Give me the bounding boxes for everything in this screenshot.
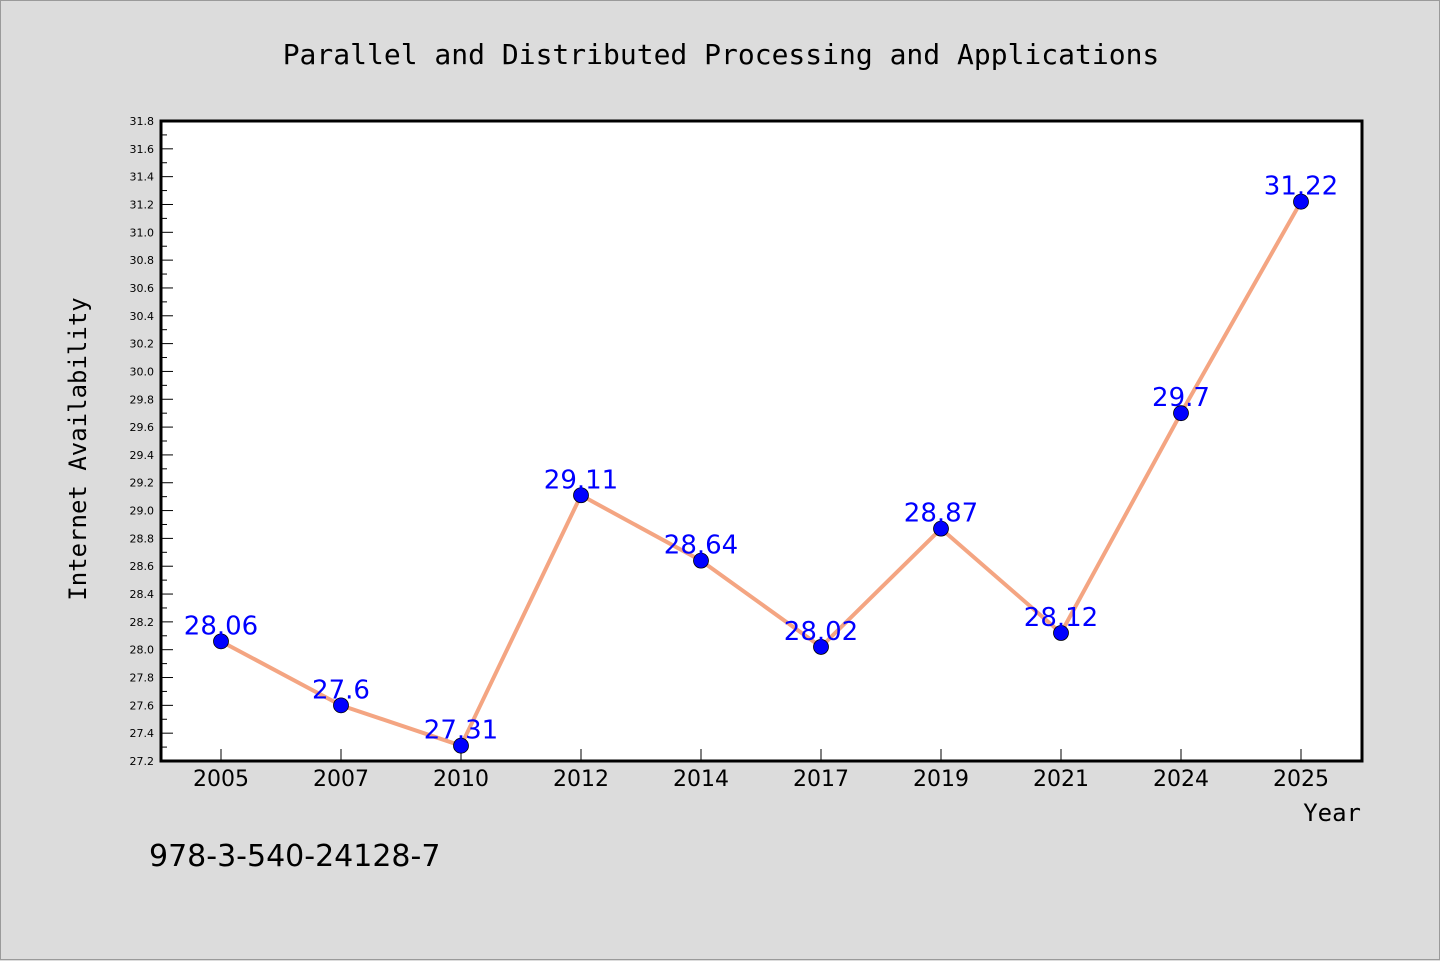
- y-axis-label: Internet Availability: [64, 297, 92, 600]
- x-axis: 2005 2007 2010 2012 2014 2017 2019 2021 2024 2025: [193, 749, 1329, 792]
- y-tick-label: 27.8: [130, 672, 155, 685]
- y-tick-label: 28.8: [130, 532, 155, 545]
- data-label: 29.7: [1152, 383, 1210, 413]
- y-tick-label: 31.0: [130, 226, 155, 239]
- data-label: 29.11: [544, 465, 618, 495]
- x-tick-label: 2019: [913, 767, 969, 792]
- y-tick-label: 28.0: [130, 644, 155, 657]
- x-tick-label: 2024: [1153, 767, 1209, 792]
- y-tick-label: 27.6: [130, 699, 155, 712]
- y-tick-label: 27.2: [130, 755, 155, 768]
- y-tick-label: 29.2: [130, 477, 155, 490]
- chart-title: Parallel and Distributed Processing and …: [283, 38, 1160, 71]
- data-label: 27.6: [312, 675, 370, 705]
- data-label-group: 28.06 27.6 27.31 29.11 28.64 28.02 28.87 28.12 2…: [184, 172, 1338, 746]
- data-point: [573, 487, 589, 504]
- y-tick-label: 30.4: [130, 310, 155, 323]
- data-label: 28.12: [1024, 603, 1098, 633]
- plot-area: [159, 119, 1364, 763]
- y-tick-label: 31.6: [130, 143, 155, 156]
- x-tick-label: 2017: [793, 767, 849, 792]
- y-tick-label: 30.0: [130, 365, 155, 378]
- y-tick-label: 29.0: [130, 505, 155, 518]
- data-label: 28.06: [184, 611, 258, 641]
- data-label: 28.87: [904, 499, 978, 529]
- x-tick-label: 2021: [1033, 767, 1089, 792]
- y-tick-label: 30.8: [130, 254, 155, 267]
- series-line: [220, 200, 1303, 748]
- data-label: 28.64: [664, 531, 738, 561]
- y-tick-label: 27.4: [130, 727, 155, 740]
- x-tick-label: 2012: [553, 767, 609, 792]
- y-tick-label: 29.4: [130, 449, 155, 462]
- data-point: [1053, 625, 1069, 641]
- x-tick-label: 2010: [433, 767, 489, 792]
- y-tick-label: 31.4: [130, 171, 155, 184]
- data-label: 31.22: [1264, 172, 1338, 202]
- data-label: 28.02: [784, 617, 858, 647]
- data-point: [813, 639, 829, 655]
- data-point: [453, 737, 469, 754]
- y-tick-label: 31.8: [130, 115, 155, 128]
- y-tick-label: 28.2: [130, 616, 155, 629]
- y-tick-label: 28.6: [130, 560, 155, 573]
- data-point: [333, 697, 349, 714]
- data-point: [1293, 193, 1309, 210]
- x-tick-label: 2007: [313, 767, 369, 792]
- x-axis-label: Year: [1303, 799, 1361, 827]
- data-point: [213, 633, 229, 650]
- data-point: [933, 520, 949, 537]
- x-tick-label: 2014: [673, 767, 729, 792]
- x-tick-label: 2005: [193, 767, 249, 792]
- y-tick-label: 30.2: [130, 338, 155, 351]
- data-point: [693, 552, 709, 569]
- data-point: [1173, 405, 1189, 422]
- series-group: [213, 193, 1309, 754]
- y-tick-label: 28.4: [130, 588, 155, 601]
- y-tick-label: 30.6: [130, 282, 155, 295]
- y-tick-label: 29.6: [130, 421, 155, 434]
- y-axis: 27.2 27.4 27.6 27.8 28.0 28.2 28.4 28.6 28.8 29.0…: [130, 115, 173, 768]
- y-tick-label: 31.2: [130, 198, 155, 211]
- y-tick-label: 29.8: [130, 393, 155, 406]
- data-label: 27.31: [424, 716, 498, 746]
- x-tick-label: 2025: [1273, 767, 1329, 792]
- isbn-note: 978-3-540-24128-7: [149, 839, 440, 874]
